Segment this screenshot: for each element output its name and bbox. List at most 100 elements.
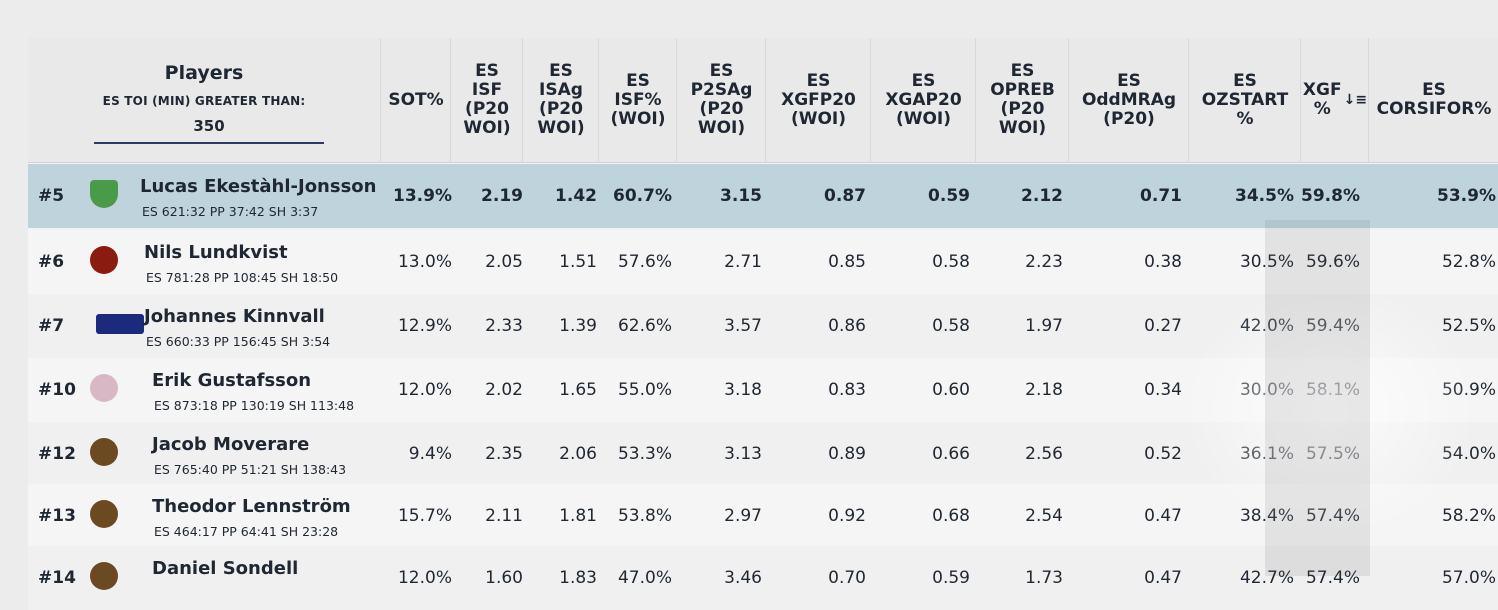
player-name[interactable]: Daniel Sondell — [152, 558, 299, 579]
players-column-header[interactable]: Players ES TOI (MIN) GREATER THAN: — [28, 38, 380, 162]
stat-cell: 2.18 — [1025, 380, 1063, 400]
stat-cell: 52.8% — [1441, 252, 1496, 272]
player-rank: #7 — [38, 316, 65, 336]
stat-cell: 1.39 — [559, 316, 597, 336]
player-toi-stats: ES 660:33 PP 156:45 SH 3:54 — [146, 334, 331, 349]
column-header-label: ES ISF% (WOI) — [610, 70, 666, 129]
stat-cell: 2.06 — [559, 444, 597, 464]
stat-cell: 62.6% — [617, 316, 672, 336]
stat-cell: 1.83 — [559, 568, 597, 588]
column-header-10[interactable]: ES OZSTART % — [1188, 38, 1301, 162]
player-name[interactable]: Jacob Moverare — [152, 434, 310, 455]
column-header-label: XGF % — [1302, 80, 1342, 119]
stat-cell: 0.59 — [932, 568, 970, 588]
players-header-title: Players — [164, 62, 244, 84]
player-rank: #6 — [38, 252, 65, 272]
stat-cell: 55.0% — [617, 380, 672, 400]
stat-cell: 0.89 — [828, 444, 866, 464]
table-row[interactable]: #10 Erik Gustafsson ES 873:18 PP 130:19 SH… — [28, 358, 1498, 422]
player-toi-stats: ES 765:40 PP 51:21 SH 138:43 — [154, 462, 347, 477]
column-header-6[interactable]: ES XGFP20 (WOI) — [765, 38, 871, 162]
column-header-4[interactable]: ES ISF% (WOI) — [598, 38, 677, 162]
table-row[interactable]: #14 Daniel Sondell 12.0% 1.60 1.83 47.0% 3.46 0… — [28, 546, 1498, 610]
column-header-label: ES ISAg (P20 WOI) — [537, 61, 585, 138]
stat-cell: 2.11 — [485, 506, 523, 526]
stat-cell: 15.7% — [397, 506, 452, 526]
stat-cell: 13.0% — [397, 252, 452, 272]
stat-cell: 58.1% — [1305, 380, 1360, 400]
stat-cell: 1.73 — [1025, 568, 1063, 588]
stat-cell: 2.12 — [1021, 186, 1063, 206]
column-header-1[interactable]: SOT% — [380, 38, 451, 162]
table-row[interactable]: #5 Lucas Ekestàhl-Jonsson ES 621:32 PP 37:… — [28, 164, 1498, 228]
table-row[interactable]: #7 Johannes Kinnvall ES 660:33 PP 156:45 S… — [28, 294, 1498, 358]
stat-cell: 0.68 — [932, 506, 970, 526]
stat-cell: 57.5% — [1305, 444, 1360, 464]
stat-cell: 3.46 — [724, 568, 762, 588]
table-row[interactable]: #6 Nils Lundkvist ES 781:28 PP 108:45 SH 1… — [28, 230, 1498, 294]
player-toi-stats: ES 781:28 PP 108:45 SH 18:50 — [146, 270, 339, 285]
stat-cell: 3.13 — [724, 444, 762, 464]
column-header-7[interactable]: ES XGAP20 (WOI) — [870, 38, 976, 162]
column-header-label: ES P2SAg (P20 WOI) — [690, 61, 753, 138]
player-rank: #10 — [38, 380, 76, 400]
column-header-label: ES XGFP20 (WOI) — [781, 70, 856, 129]
stat-cell: 12.0% — [397, 568, 452, 588]
stat-cell: 12.0% — [397, 380, 452, 400]
table-row[interactable]: #13 Theodor Lennström ES 464:17 PP 64:41 S… — [28, 484, 1498, 548]
stat-cell: 1.42 — [555, 186, 597, 206]
hv71-team-logo — [96, 314, 144, 334]
stat-cell: 0.85 — [828, 252, 866, 272]
column-header-2[interactable]: ES ISF (P20 WOI) — [450, 38, 523, 162]
stat-cell: 2.35 — [485, 444, 523, 464]
column-header-9[interactable]: ES OddMRAg (P20) — [1068, 38, 1189, 162]
pale-round-team-logo — [90, 374, 118, 402]
stat-cell: 0.59 — [928, 186, 970, 206]
column-header-11[interactable]: XGF % ↓≡ — [1300, 38, 1369, 162]
player-toi-stats: ES 873:18 PP 130:19 SH 113:48 — [154, 398, 355, 413]
stat-cell: 1.65 — [559, 380, 597, 400]
stat-cell: 0.38 — [1144, 252, 1182, 272]
player-toi-stats: ES 464:17 PP 64:41 SH 23:28 — [154, 524, 339, 539]
column-header-label: ES OZSTART % — [1201, 70, 1289, 129]
player-name[interactable]: Nils Lundkvist — [144, 242, 288, 263]
stat-cell: 57.4% — [1305, 506, 1360, 526]
player-name[interactable]: Lucas Ekestàhl-Jonsson — [140, 176, 377, 197]
sort-descending-icon[interactable]: ↓≡ — [1343, 91, 1368, 108]
column-header-8[interactable]: ES OPREB (P20 WOI) — [975, 38, 1069, 162]
stat-cell: 0.60 — [932, 380, 970, 400]
toi-filter-input[interactable] — [94, 110, 324, 144]
stat-cell: 60.7% — [613, 186, 672, 206]
stat-cell: 1.60 — [485, 568, 523, 588]
stat-cell: 0.47 — [1144, 506, 1182, 526]
stat-cell: 2.54 — [1025, 506, 1063, 526]
stat-cell: 0.92 — [828, 506, 866, 526]
stat-cell: 2.33 — [485, 316, 523, 336]
column-header-3[interactable]: ES ISAg (P20 WOI) — [522, 38, 599, 162]
stat-cell: 0.34 — [1144, 380, 1182, 400]
column-header-5[interactable]: ES P2SAg (P20 WOI) — [676, 38, 766, 162]
stat-cell: 3.18 — [724, 380, 762, 400]
player-name[interactable]: Johannes Kinnvall — [144, 306, 325, 327]
stat-cell: 59.6% — [1305, 252, 1360, 272]
column-header-label: ES OPREB (P20 WOI) — [990, 61, 1055, 138]
stat-cell: 52.5% — [1441, 316, 1496, 336]
stat-cell: 0.58 — [932, 252, 970, 272]
stat-cell: 0.83 — [828, 380, 866, 400]
player-name[interactable]: Erik Gustafsson — [152, 370, 312, 391]
stat-cell: 58.2% — [1441, 506, 1496, 526]
stat-cell: 0.27 — [1144, 316, 1182, 336]
player-toi-stats: ES 621:32 PP 37:42 SH 3:37 — [142, 204, 319, 219]
table-row[interactable]: #12 Jacob Moverare ES 765:40 PP 51:21 SH 1… — [28, 422, 1498, 486]
stat-cell: 0.52 — [1144, 444, 1182, 464]
round-team-logo — [90, 562, 118, 590]
stat-cell: 30.0% — [1239, 380, 1294, 400]
player-rank: #13 — [38, 506, 76, 526]
stat-cell: 34.5% — [1235, 186, 1294, 206]
warrior-head-team-logo — [90, 438, 118, 466]
player-name[interactable]: Theodor Lennström — [152, 496, 351, 517]
stat-cell: 59.4% — [1305, 316, 1360, 336]
stat-cell: 30.5% — [1239, 252, 1294, 272]
column-header-12[interactable]: ES CORSIFOR% — [1368, 38, 1498, 162]
stat-cell: 0.86 — [828, 316, 866, 336]
